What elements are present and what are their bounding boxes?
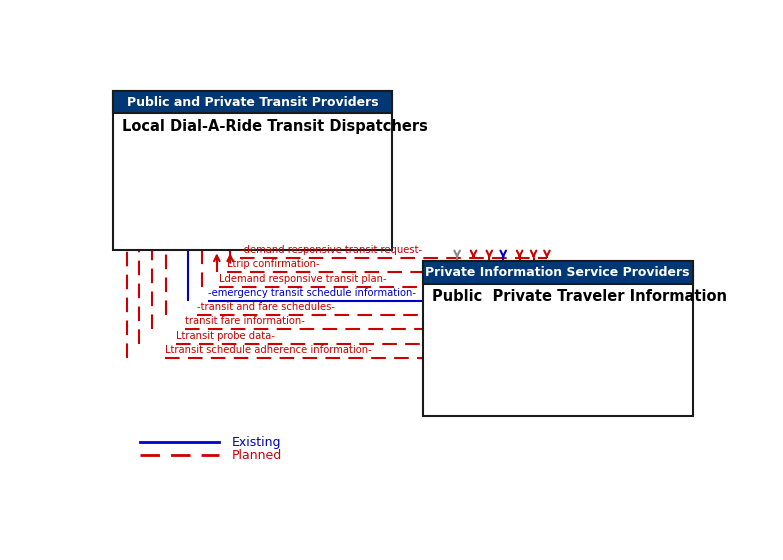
Text: transit fare information-: transit fare information- [185, 316, 305, 326]
Text: Ltransit schedule adherence information-: Ltransit schedule adherence information- [164, 345, 371, 355]
Text: -demand responsive transit request-: -demand responsive transit request- [240, 245, 423, 255]
Text: Ltransit probe data-: Ltransit probe data- [175, 330, 274, 340]
Text: Ldemand responsive transit plan-: Ldemand responsive transit plan- [219, 274, 387, 284]
Bar [423, 261, 693, 417]
Text: Local Dial-A-Ride Transit Dispatchers: Local Dial-A-Ride Transit Dispatchers [122, 119, 428, 133]
Bar [113, 91, 392, 113]
Text: Existing: Existing [232, 436, 281, 449]
Bar [423, 261, 693, 284]
Text: Public and Private Transit Providers: Public and Private Transit Providers [127, 96, 378, 109]
Bar [423, 261, 693, 284]
Text: Ltrip confirmation-: Ltrip confirmation- [226, 259, 319, 269]
Bar [113, 91, 392, 250]
Bar [113, 91, 392, 113]
Text: Planned: Planned [232, 449, 282, 462]
Text: -transit and fare schedules-: -transit and fare schedules- [197, 302, 335, 312]
Text: Public  Private Traveler Information: Public Private Traveler Information [431, 289, 727, 304]
Text: Private Information Service Providers: Private Information Service Providers [425, 266, 690, 279]
Text: -emergency transit schedule information-: -emergency transit schedule information- [208, 288, 417, 298]
